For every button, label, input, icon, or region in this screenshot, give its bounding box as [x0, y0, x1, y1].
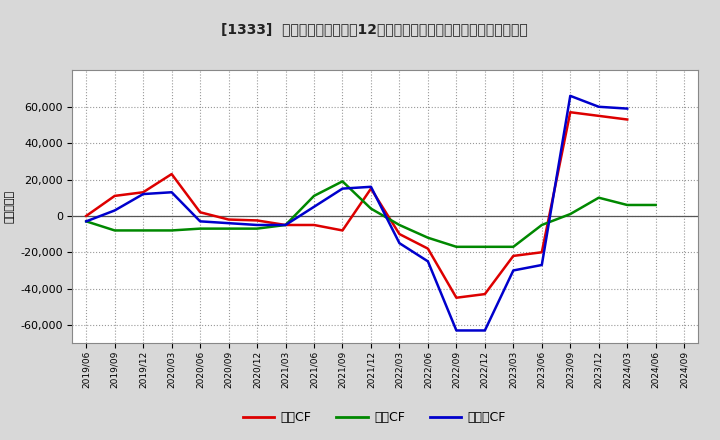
営業CF [82, 213, 91, 219]
投賃CF [395, 222, 404, 227]
Line: フリーCF: フリーCF [86, 96, 627, 330]
フリーCF [395, 241, 404, 246]
投賃CF [310, 193, 318, 198]
営業CF [196, 209, 204, 215]
フリーCF [366, 184, 375, 190]
フリーCF [537, 262, 546, 268]
営業CF [423, 246, 432, 251]
投賃CF [595, 195, 603, 200]
フリーCF [139, 191, 148, 197]
フリーCF [338, 186, 347, 191]
営業CF [338, 228, 347, 233]
フリーCF [452, 328, 461, 333]
フリーCF [196, 219, 204, 224]
営業CF [253, 218, 261, 223]
フリーCF [82, 219, 91, 224]
営業CF [167, 172, 176, 177]
フリーCF [623, 106, 631, 111]
フリーCF [480, 328, 489, 333]
Text: [1333]  キャッシュフローの12か月移動合計の対前年同期増減額の推移: [1333] キャッシュフローの12か月移動合計の対前年同期増減額の推移 [221, 22, 528, 36]
営業CF [480, 291, 489, 297]
フリーCF [595, 104, 603, 110]
投賃CF [452, 244, 461, 249]
フリーCF [110, 208, 119, 213]
営業CF [566, 110, 575, 115]
投賃CF [509, 244, 518, 249]
Legend: 営業CF, 投賃CF, フリーCF: 営業CF, 投賃CF, フリーCF [238, 407, 510, 429]
営業CF [282, 222, 290, 227]
投賃CF [167, 228, 176, 233]
営業CF [310, 222, 318, 227]
営業CF [110, 193, 119, 198]
投賃CF [623, 202, 631, 208]
営業CF [366, 186, 375, 191]
フリーCF [423, 259, 432, 264]
フリーCF [253, 222, 261, 227]
フリーCF [225, 220, 233, 226]
投賃CF [82, 219, 91, 224]
投賃CF [652, 202, 660, 208]
営業CF [139, 190, 148, 195]
営業CF [595, 113, 603, 118]
フリーCF [310, 204, 318, 209]
Y-axis label: （百万円）: （百万円） [5, 190, 15, 224]
フリーCF [566, 93, 575, 99]
投賃CF [225, 226, 233, 231]
営業CF [623, 117, 631, 122]
投賃CF [253, 226, 261, 231]
フリーCF [509, 268, 518, 273]
営業CF [452, 295, 461, 301]
営業CF [509, 253, 518, 259]
営業CF [225, 217, 233, 222]
フリーCF [167, 190, 176, 195]
投賃CF [282, 222, 290, 227]
投賃CF [110, 228, 119, 233]
投賃CF [566, 212, 575, 217]
Line: 営業CF: 営業CF [86, 112, 627, 298]
フリーCF [282, 222, 290, 227]
投賃CF [537, 222, 546, 227]
投賃CF [196, 226, 204, 231]
営業CF [395, 231, 404, 237]
投賃CF [423, 235, 432, 240]
Line: 投賃CF: 投賃CF [86, 181, 656, 247]
投賃CF [139, 228, 148, 233]
営業CF [537, 249, 546, 255]
投賃CF [366, 206, 375, 211]
投賃CF [338, 179, 347, 184]
投賃CF [480, 244, 489, 249]
